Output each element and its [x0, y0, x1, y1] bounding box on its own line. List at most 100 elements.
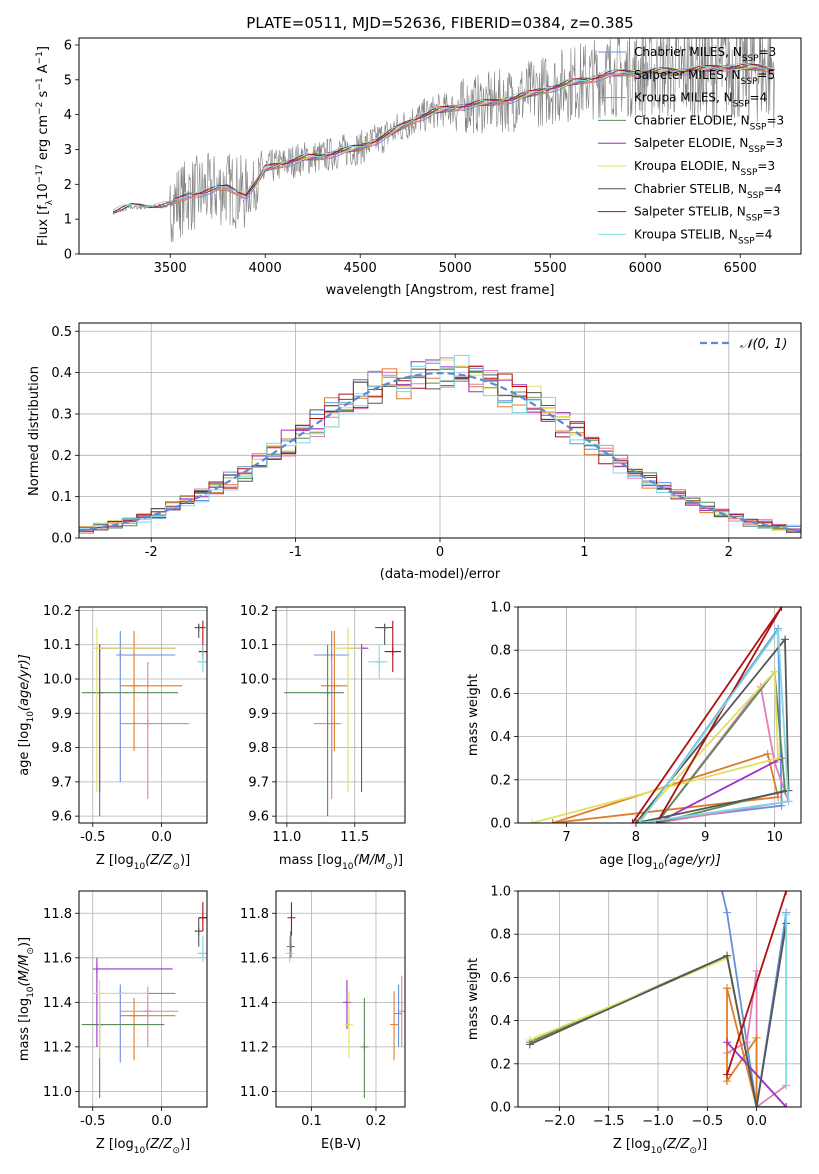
y-axis-label-part: −1 — [35, 77, 45, 90]
x-tick-label: -0.5 — [80, 1114, 105, 1129]
data-point — [285, 949, 294, 958]
y-tick-label: 0.8 — [490, 928, 511, 943]
legend-label-part: =3 — [757, 159, 775, 173]
legend-label-part: SSP — [741, 168, 758, 178]
y-axis-label-part: (M/M — [17, 955, 32, 987]
y-tick-label: 10.1 — [43, 638, 72, 653]
x-tick-label: 10 — [766, 830, 783, 845]
data-point — [360, 1042, 369, 1051]
y-axis-label-part: ⊙ — [26, 947, 36, 955]
x-axis-label-part: 10 — [652, 862, 664, 872]
y-tick-label: 0.5 — [51, 325, 72, 340]
legend-label-part: Kroupa MILES, N — [634, 91, 733, 105]
y-axis-label: Flux [fλ10−17 erg cm−2 s−1 A−1] — [35, 46, 55, 246]
x-tick-label: 11.5 — [340, 830, 369, 845]
data-point — [198, 657, 207, 666]
legend-label-part: Kroupa STELIB, N — [634, 227, 738, 241]
mass-weight-line — [726, 891, 788, 1075]
y-tick-label: 10.2 — [43, 604, 72, 619]
x-axis-label-part: 10 — [342, 862, 354, 872]
y-tick-label: 9.7 — [51, 775, 72, 790]
data-point — [388, 647, 397, 656]
x-tick-label: 0 — [436, 545, 444, 560]
spectrum-model-line — [112, 62, 775, 210]
x-axis-label-part: (Z/Z — [662, 1137, 690, 1152]
y-tick-label: 9.9 — [248, 707, 269, 722]
y-axis-label-part: ] — [36, 46, 51, 51]
x-tick-label: 5500 — [534, 261, 567, 276]
legend-label-part: =3 — [766, 113, 784, 127]
mass-weight-marker — [781, 635, 790, 644]
y-tick-label: 0.6 — [490, 971, 511, 986]
x-tick-label: 0.0 — [151, 1114, 172, 1129]
y-axis-label-part: (age/yr)] — [17, 654, 32, 711]
y-tick-label: 6 — [64, 38, 72, 53]
y-axis-label-part: −2 — [35, 102, 45, 115]
y-tick-label: 0.2 — [51, 449, 72, 464]
y-tick-label: 11.6 — [43, 951, 72, 966]
y-axis-label-part: λ — [45, 199, 55, 205]
y-tick-label: 10.0 — [240, 673, 269, 688]
y-tick-label: 0.0 — [490, 817, 511, 832]
x-axis-label: Z [log10(Z/Z⊙)] — [96, 1137, 190, 1156]
x-axis-label-part: (Z/Z — [145, 1137, 173, 1152]
data-point — [390, 1020, 399, 1029]
y-axis-label-part: −1 — [35, 51, 45, 64]
y-tick-label: 9.8 — [51, 741, 72, 756]
y-tick-label: 0.1 — [51, 490, 72, 505]
mass-weight-line — [655, 669, 786, 823]
legend-label-part: Kroupa ELODIE, N — [634, 159, 741, 173]
x-axis-label: Z [log10(Z/Z⊙)] — [96, 853, 190, 872]
y-tick-label: 0.2 — [490, 773, 511, 788]
x-tick-label: 6000 — [629, 261, 662, 276]
x-tick-label: 6500 — [724, 261, 757, 276]
plot-area — [81, 620, 207, 817]
plot-area — [79, 354, 801, 534]
x-axis-label-part: E(B-V) — [321, 1137, 361, 1152]
age-vs-mass-axes: 11.0 11.5 9.6 9.7 9.8 9.9 10.0 10.1 10.2 mass [lo… — [240, 604, 406, 872]
axes-frame — [517, 890, 802, 1108]
y-tick-label: 9.6 — [248, 810, 269, 825]
legend-label-part: =3 — [763, 205, 781, 219]
legend-label-part: Chabrier STELIB, N — [634, 182, 747, 196]
x-axis-label-part: 10 — [134, 1146, 146, 1156]
y-tick-label: 11.8 — [43, 907, 72, 922]
y-axis-label-part: s — [36, 90, 51, 101]
y-tick-label: 0.3 — [51, 407, 72, 422]
y-tick-label: 0.6 — [490, 687, 511, 702]
y-tick-label: 9.8 — [248, 741, 269, 756]
mass-weight-line — [631, 607, 783, 823]
mass-weight-marker — [723, 951, 732, 960]
x-axis-label: Z [log10(Z/Z⊙)] — [613, 1137, 707, 1156]
y-tick-label: 10.0 — [43, 673, 72, 688]
y-tick-label: 11.8 — [240, 907, 269, 922]
y-tick-label: 11.0 — [240, 1085, 269, 1100]
x-axis-label-part: (age/yr)] — [664, 853, 721, 868]
y-axis-label-part: 10 — [36, 183, 51, 200]
mass-weight-marker — [631, 819, 640, 823]
normal-curve — [79, 371, 801, 532]
y-axis-label-part: erg cm — [36, 115, 51, 164]
y-axis-label: age [log10(age/yr)] — [17, 654, 36, 776]
mass-weight-marker — [723, 1038, 732, 1047]
data-point — [344, 1020, 353, 1029]
data-point — [92, 964, 101, 973]
plot-area — [285, 902, 405, 1099]
panels: 3500 4000 4500 5000 5500 6000 6500 0 1 2 3 4 5 6 Chabr… — [17, 37, 802, 1156]
mass-weight-marker — [752, 1033, 761, 1042]
x-axis-label: (data-model)/error — [380, 567, 501, 582]
data-point — [92, 644, 101, 653]
y-tick-label: 3 — [64, 143, 72, 158]
legend-label: 𝒩(0, 1) — [740, 337, 787, 352]
mass-weight-marker — [548, 819, 557, 823]
legend-label-part: Chabrier MILES, N — [634, 45, 742, 59]
y-tick-label: 9.9 — [51, 707, 72, 722]
x-tick-label: −1.5 — [593, 1114, 625, 1129]
y-axis-label: mass [log10(M/M⊙)] — [17, 937, 36, 1061]
y-tick-label: 10.2 — [240, 604, 269, 619]
x-axis-label-part: )] — [393, 853, 403, 868]
x-axis-label-part: Z [log — [96, 1137, 134, 1152]
y-tick-label: 10.1 — [240, 638, 269, 653]
y-tick-label: 11.2 — [240, 1040, 269, 1055]
